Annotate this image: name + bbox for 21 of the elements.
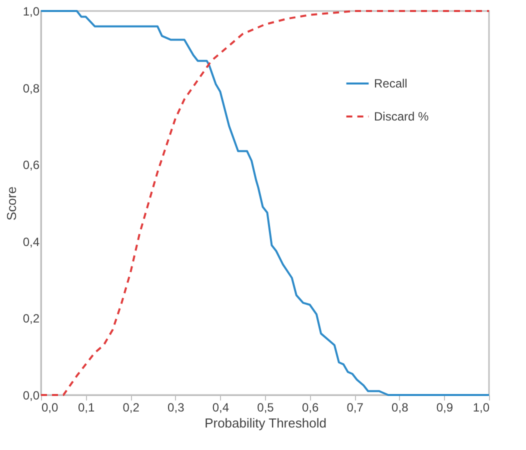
x-tick-label: 0,3 — [168, 400, 185, 414]
y-tick-label: 0,4 — [22, 234, 40, 249]
y-tick-label: 0,2 — [22, 312, 40, 326]
legend-label: Discard % — [374, 110, 430, 124]
y-axis-title: Score — [4, 186, 19, 220]
legend-label: Recall — [374, 76, 408, 90]
x-tick-label: 0,4 — [212, 400, 230, 414]
x-tick-label: 0,5 — [257, 400, 274, 414]
x-tick-label: 0,9 — [436, 400, 454, 414]
y-tick-label: 1,0 — [22, 4, 40, 18]
x-tick-label: 0,1 — [78, 400, 95, 414]
x-tick-label: 1,0 — [472, 400, 490, 414]
x-tick-label: 0,7 — [346, 400, 364, 414]
x-tick-label: 0,2 — [122, 400, 140, 414]
x-tick-label: 0,8 — [392, 400, 409, 414]
x-axis-title: Probability Threshold — [204, 416, 326, 430]
y-tick-label: 0,8 — [22, 81, 40, 96]
y-tick-label: 0,0 — [22, 388, 40, 402]
y-tick-label: 0,6 — [22, 158, 40, 172]
x-tick-label: 0,6 — [302, 400, 319, 414]
x-tick-label: 0,0 — [42, 400, 59, 414]
